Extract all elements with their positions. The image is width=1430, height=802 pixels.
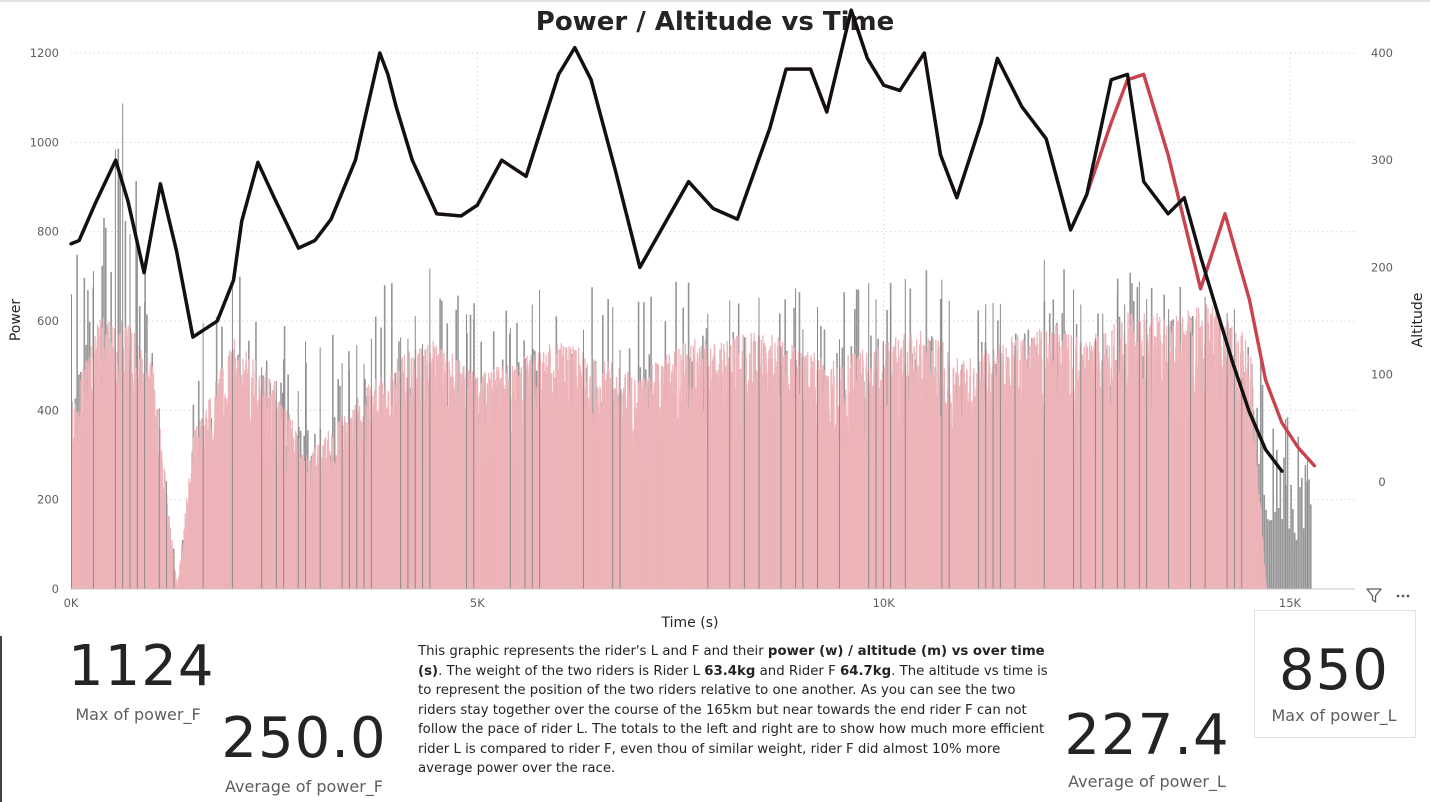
power-l-column [1293,532,1296,589]
power-l-column [1261,384,1264,589]
power-l-column [1308,479,1310,589]
power-l-column [1304,465,1307,589]
power-l-column [1283,457,1285,589]
power-l-column [1290,485,1292,589]
power-l-column [1274,511,1276,589]
power-columns [71,103,1312,590]
power-l-column [1259,355,1262,589]
report-top-border [0,0,1430,2]
power-l-column [1297,436,1300,589]
power-l-column [1279,467,1282,589]
power-f-column [176,586,178,589]
power-l-column [1299,487,1301,589]
power-l-column [1263,495,1266,589]
power-l-column [117,148,120,589]
power-l-column [1276,449,1278,589]
power-l-column [1286,417,1289,589]
power-altitude-chart: Power / Altitude vs Time 020040060080010… [8,7,1426,631]
power-l-column [1292,509,1294,589]
power-l-column [1309,504,1312,589]
power-l-column [1277,507,1280,589]
power-l-column [1288,528,1291,589]
power-l-column [1272,428,1275,589]
power-l-column [1281,519,1283,589]
power-l-column [1301,477,1303,589]
power-l-column [1270,519,1273,589]
power-l-column [1295,539,1298,589]
power-l-column [1268,520,1271,589]
power-l-column [1265,509,1267,589]
power-l-column [1267,519,1269,589]
chart-title: Power / Altitude vs Time [536,7,894,37]
power-f-column [175,581,178,589]
power-l-column [1302,528,1305,589]
